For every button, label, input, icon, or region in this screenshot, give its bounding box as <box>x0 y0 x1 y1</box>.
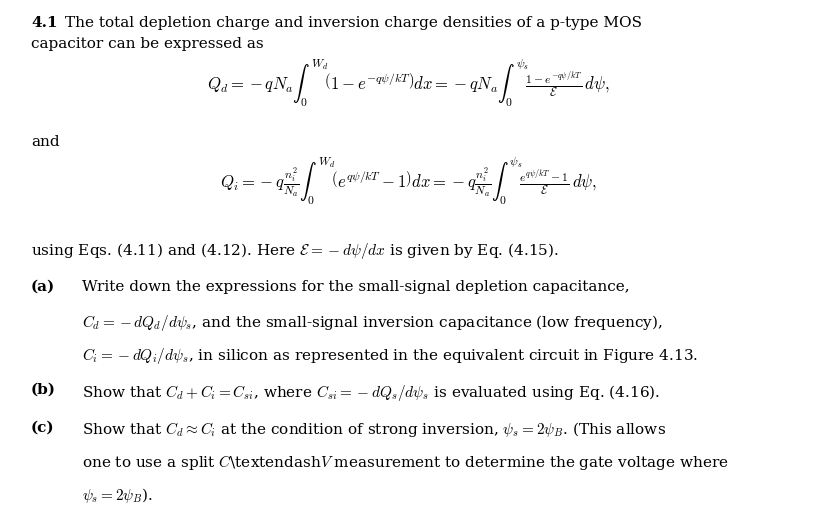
Text: $\psi_s = 2\psi_B$).: $\psi_s = 2\psi_B$). <box>82 486 153 505</box>
Text: (b): (b) <box>31 383 56 397</box>
Text: using Eqs. (4.11) and (4.12). Here $\mathcal{E} = -d\psi/dx$ is given by Eq. (4.: using Eqs. (4.11) and (4.12). Here $\mat… <box>31 241 559 261</box>
Text: Write down the expressions for the small-signal depletion capacitance,: Write down the expressions for the small… <box>82 280 629 294</box>
Text: capacitor can be expressed as: capacitor can be expressed as <box>31 37 264 51</box>
Text: 4.1: 4.1 <box>31 16 58 30</box>
Text: and: and <box>31 135 60 149</box>
Text: $C_i = -dQ_i/d\psi_s$, in silicon as represented in the equivalent circuit in Fi: $C_i = -dQ_i/d\psi_s$, in silicon as rep… <box>82 346 698 366</box>
Text: Show that $C_d + C_i = C_{si}$, where $C_{si} = -dQ_s/d\psi_s$ is evaluated usin: Show that $C_d + C_i = C_{si}$, where $C… <box>82 383 660 403</box>
Text: one to use a split $C$\textendash$V$ measurement to determine the gate voltage w: one to use a split $C$\textendash$V$ mea… <box>82 453 729 472</box>
Text: (c): (c) <box>31 420 55 434</box>
Text: $Q_i = -q\frac{n_i^2}{N_a} \int_0^{W_d}\!\left(e^{q\psi/kT} - 1\right)dx = -q\fr: $Q_i = -q\frac{n_i^2}{N_a} \int_0^{W_d}\… <box>220 155 596 207</box>
Text: Show that $C_d \approx C_i$ at the condition of strong inversion, $\psi_s = 2\ps: Show that $C_d \approx C_i$ at the condi… <box>82 420 666 439</box>
Text: The total depletion charge and inversion charge densities of a p-type MOS: The total depletion charge and inversion… <box>65 16 642 30</box>
Text: $C_d = -dQ_d/d\psi_s$, and the small-signal inversion capacitance (low frequency: $C_d = -dQ_d/d\psi_s$, and the small-sig… <box>82 313 663 333</box>
Text: $Q_d = -qN_a \int_0^{W_d}\!\left(1 - e^{-q\psi/kT}\right)dx = -qN_a \int_0^{\psi: $Q_d = -qN_a \int_0^{W_d}\!\left(1 - e^{… <box>206 57 610 109</box>
Text: (a): (a) <box>31 280 55 294</box>
